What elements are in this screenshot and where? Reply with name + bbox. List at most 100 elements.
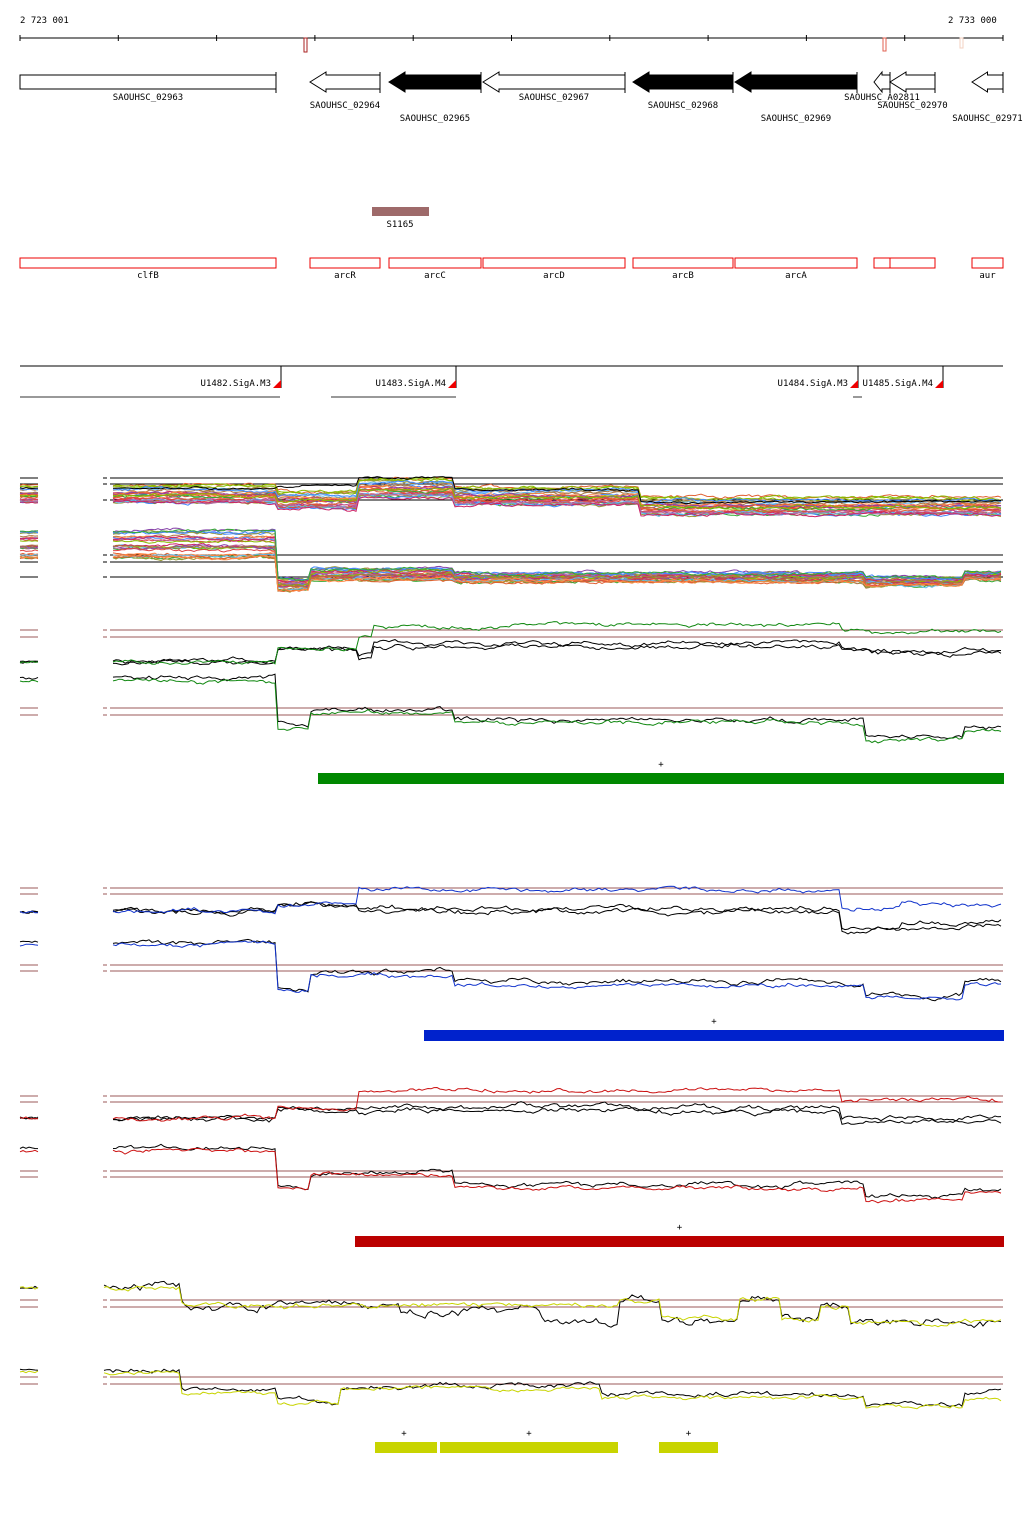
multi-series-line-b xyxy=(112,544,1001,589)
operon-gene-label: aur xyxy=(979,271,996,281)
promoter-arrow-icon xyxy=(448,380,456,388)
multi-series-line-a xyxy=(113,484,1002,508)
sample-line-black-stub xyxy=(19,660,39,663)
multi-series-line-b-stub xyxy=(19,549,39,552)
srna-label: S1165 xyxy=(386,220,413,230)
gene-label: SAOUHSC_02968 xyxy=(648,101,718,111)
segment-strand-mark: + xyxy=(711,1017,717,1027)
multi-series-line-a xyxy=(112,488,1002,513)
multi-series-line-a-stub xyxy=(19,486,39,490)
promoter-label[interactable]: U1483.SigA.M4 xyxy=(376,379,446,389)
sample-line-colored-stub xyxy=(19,679,39,683)
segment-strand-mark: + xyxy=(526,1429,532,1439)
operon-gene-label: arcA xyxy=(785,271,807,281)
multi-series-line-b-stub xyxy=(19,544,39,547)
gene-saouhsc_02971[interactable] xyxy=(971,71,1004,93)
segment-bar[interactable] xyxy=(424,1030,1004,1041)
operon-gene-label: arcC xyxy=(424,271,446,281)
segment-strand-mark: + xyxy=(686,1429,692,1439)
sample-line-colored-stub xyxy=(19,910,39,914)
promoter-label[interactable]: U1485.SigA.M4 xyxy=(863,379,933,389)
operon-gene-label: arcR xyxy=(334,271,356,281)
gene-label: SAOUHSC_02963 xyxy=(113,93,183,103)
gene-saouhsc_a02811[interactable] xyxy=(873,70,891,94)
sample-line-colored-stub xyxy=(19,1116,39,1120)
gene-saouhsc_02970[interactable] xyxy=(889,71,936,93)
operon-gene-box[interactable] xyxy=(873,257,891,269)
sample-line-colored xyxy=(112,621,1002,665)
multi-series-line-b xyxy=(112,535,1002,583)
gene-saouhsc_02965[interactable] xyxy=(388,71,482,93)
multi-series-line-a xyxy=(112,487,1002,512)
segment-bar[interactable] xyxy=(440,1442,618,1453)
multi-series-line-a-stub xyxy=(19,493,39,496)
srna-track: S1165 xyxy=(372,207,429,230)
operon-gene-track: clfB arcR arcC arcD arcB arcA aur xyxy=(19,257,1004,281)
operon-gene-box[interactable] xyxy=(889,257,936,269)
sample-line-black xyxy=(103,1368,1002,1408)
multi-series-line-b-stub xyxy=(19,537,39,540)
ruler-start-label: 2 723 001 xyxy=(20,16,69,26)
sample-line-colored xyxy=(112,678,1002,744)
multi-series-line-a xyxy=(112,492,1002,515)
multi-series-line-a-stub xyxy=(19,499,38,502)
sample-line-colored xyxy=(112,1147,1002,1204)
gene-label: SAOUHSC_02964 xyxy=(310,101,380,111)
promoter-arrow-icon xyxy=(273,380,281,388)
sample-line-black xyxy=(112,938,1002,1002)
expression-plots xyxy=(19,476,1003,1410)
multi-series-line-b-stub xyxy=(19,555,39,559)
segment-tracks: + + + + + + xyxy=(318,760,1004,1453)
operon-gene-box[interactable] xyxy=(309,257,381,269)
multi-series-line-b-stub xyxy=(19,553,39,557)
gene-label: SAOUHSC_02970 xyxy=(877,101,947,111)
segment-bar[interactable] xyxy=(375,1442,437,1453)
sample-line-black xyxy=(112,901,1002,931)
sample-line-colored xyxy=(112,940,1002,1001)
gene-saouhsc_02963[interactable] xyxy=(19,74,277,90)
gene-label: SAOUHSC_02971 xyxy=(952,114,1022,124)
gene-saouhsc_02967[interactable] xyxy=(482,71,626,93)
sample-line-black xyxy=(112,900,1002,935)
gene-saouhsc_02964[interactable] xyxy=(309,71,381,93)
operon-gene-box[interactable] xyxy=(632,257,734,269)
operon-gene-box[interactable] xyxy=(971,257,1004,269)
operon-gene-box[interactable] xyxy=(19,257,277,269)
sample-line-colored xyxy=(112,885,1002,915)
operon-gene-label: arcB xyxy=(672,271,694,281)
gene-label: SAOUHSC_02967 xyxy=(519,93,589,103)
sample-line-colored xyxy=(103,1370,1002,1410)
segment-bar[interactable] xyxy=(659,1442,718,1453)
sample-line-colored-stub xyxy=(19,1370,39,1374)
operon-gene-label: clfB xyxy=(137,271,159,281)
sample-line-black xyxy=(112,1143,1002,1199)
sample-line-black xyxy=(103,1280,1002,1329)
operon-gene-box[interactable] xyxy=(482,257,626,269)
ruler-end-label: 2 733 000 xyxy=(948,16,997,26)
promoter-track: U1482.SigA.M3 U1483.SigA.M4 U1484.SigA.M3 U… xyxy=(20,365,1003,398)
gene-saouhsc_02968[interactable] xyxy=(632,71,734,93)
sample-line-colored-stub xyxy=(19,1149,39,1153)
gene-label: SAOUHSC_A02811 xyxy=(844,93,920,103)
promoter-label[interactable]: U1484.SigA.M3 xyxy=(778,379,848,389)
gene-saouhsc_02969[interactable] xyxy=(734,71,858,93)
sample-line-black-stub xyxy=(19,1146,39,1150)
segment-bar[interactable] xyxy=(318,773,1004,784)
operon-gene-box[interactable] xyxy=(388,257,482,269)
multi-series-line-a-stub xyxy=(19,487,39,491)
sample-line-black-stub xyxy=(19,940,39,943)
operon-gene-box[interactable] xyxy=(734,257,858,269)
sample-line-black xyxy=(112,1106,1002,1125)
gene-track: SAOUHSC_02963 SAOUHSC_02964 SAOUHSC_02965 S… xyxy=(19,70,1023,124)
multi-series-line-b xyxy=(112,553,1002,591)
sample-line-black-stub xyxy=(19,1368,39,1371)
operon-gene-label: arcD xyxy=(543,271,565,281)
sample-line-black xyxy=(112,1101,1002,1122)
multi-series-line-a-stub xyxy=(19,501,39,504)
sample-line-colored-stub xyxy=(19,943,39,947)
promoter-label[interactable]: U1482.SigA.M3 xyxy=(201,379,271,389)
segment-bar[interactable] xyxy=(355,1236,1004,1247)
srna-feature-s1165[interactable] xyxy=(372,207,429,216)
sample-line-colored-stub xyxy=(19,1286,39,1290)
